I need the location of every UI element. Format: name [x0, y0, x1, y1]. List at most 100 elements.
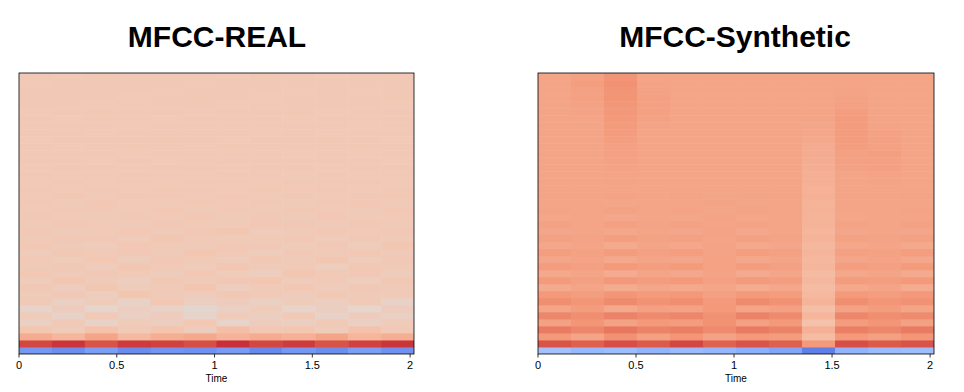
heatmap-cell	[315, 150, 348, 158]
heatmap-cell	[604, 270, 638, 278]
heatmap-cell	[151, 347, 184, 354]
heatmap-cell	[52, 101, 85, 109]
heatmap-cell	[670, 298, 704, 306]
heatmap-cell	[703, 199, 737, 207]
heatmap-cell	[19, 228, 52, 236]
heatmap-cell	[901, 326, 934, 334]
heatmap-cell	[703, 129, 737, 137]
heatmap-cell	[769, 214, 803, 222]
heatmap-cell	[217, 270, 250, 278]
heatmap-cell	[571, 305, 605, 313]
heatmap-cell	[217, 87, 250, 95]
heatmap-cell	[315, 340, 348, 348]
heatmap-cell	[151, 214, 184, 222]
heatmap-cell	[381, 150, 414, 158]
heatmap-cell	[52, 164, 85, 172]
x-axis-label: Time	[206, 373, 228, 384]
heatmap-cell	[802, 122, 836, 130]
heatmap-cell	[901, 87, 934, 95]
heatmap-cell	[769, 192, 803, 200]
heatmap-cell	[769, 277, 803, 285]
heatmap-cell	[637, 122, 671, 130]
heatmap-cell	[538, 80, 572, 88]
heatmap-cell	[802, 256, 836, 264]
heatmap-cell	[348, 214, 381, 222]
heatmap-cell	[868, 256, 902, 264]
heatmap-cell	[249, 206, 282, 214]
heatmap-cell	[868, 206, 902, 214]
heatmap-cell	[901, 242, 934, 250]
heatmap-cell	[151, 305, 184, 313]
heatmap-cell	[52, 284, 85, 292]
heatmap-cell	[802, 319, 836, 327]
heatmap-cell	[381, 270, 414, 278]
x-tick-label: 0.5	[628, 359, 643, 371]
heatmap-cell	[19, 143, 52, 151]
heatmap-cell	[604, 242, 638, 250]
x-tick-label: 1.5	[305, 359, 320, 371]
heatmap-cell	[184, 221, 217, 229]
heatmap-cell	[85, 312, 118, 320]
heatmap-cell	[19, 80, 52, 88]
heatmap-cell	[52, 298, 85, 306]
heatmap-cell	[538, 340, 572, 348]
heatmap-cell	[769, 206, 803, 214]
heatmap-cell	[637, 270, 671, 278]
heatmap-cell	[118, 249, 151, 257]
heatmap-cell	[118, 214, 151, 222]
heatmap-cell	[249, 347, 282, 354]
heatmap-cell	[571, 136, 605, 144]
heatmap-cell	[736, 171, 770, 179]
heatmap-cell	[315, 228, 348, 236]
heatmap-cell	[604, 157, 638, 165]
heatmap-cell	[901, 80, 934, 88]
heatmap-cell	[348, 87, 381, 95]
heatmap-cell	[315, 347, 348, 354]
heatmap-cell	[571, 228, 605, 236]
heatmap-cell	[868, 150, 902, 158]
heatmap-cell	[802, 171, 836, 179]
heatmap-cell	[381, 80, 414, 88]
heatmap-cell	[85, 80, 118, 88]
heatmap-cell	[571, 277, 605, 285]
heatmap-cell	[802, 185, 836, 193]
heatmap-cell	[217, 143, 250, 151]
heatmap-cell	[249, 101, 282, 109]
heatmap-cell	[670, 115, 704, 123]
heatmap-cell	[571, 94, 605, 102]
heatmap-cell	[151, 171, 184, 179]
heatmap-cell	[19, 319, 52, 327]
x-tick-label: 2	[407, 359, 413, 371]
heatmap-cell	[52, 178, 85, 186]
heatmap-cell	[835, 270, 869, 278]
heatmap-cell	[901, 228, 934, 236]
heatmap-cell	[604, 80, 638, 88]
heatmap-cell	[381, 333, 414, 341]
heatmap-cell	[736, 164, 770, 172]
heatmap-cell	[118, 136, 151, 144]
heatmap-cell	[769, 150, 803, 158]
heatmap-cell	[604, 249, 638, 257]
heatmap-cell	[901, 171, 934, 179]
heatmap-cell	[538, 164, 572, 172]
heatmap-cell	[118, 319, 151, 327]
heatmap-cell	[184, 87, 217, 95]
heatmap-cell	[52, 108, 85, 116]
heatmap-cell	[52, 256, 85, 264]
heatmap-cell	[184, 80, 217, 88]
heatmap-cell	[184, 178, 217, 186]
heatmap-cell	[736, 298, 770, 306]
heatmap-cell	[315, 206, 348, 214]
heatmap-cell	[736, 150, 770, 158]
heatmap-cell	[52, 277, 85, 285]
x-tick-label: 2	[927, 359, 933, 371]
heatmap-cell	[85, 87, 118, 95]
heatmap-cell	[901, 129, 934, 137]
heatmap-cell	[217, 101, 250, 109]
heatmap-cell	[348, 263, 381, 271]
heatmap-cell	[19, 277, 52, 285]
heatmap-cell	[538, 192, 572, 200]
heatmap-cell	[217, 333, 250, 341]
x-axis-label: Time	[725, 373, 747, 384]
heatmap-cell	[802, 221, 836, 229]
